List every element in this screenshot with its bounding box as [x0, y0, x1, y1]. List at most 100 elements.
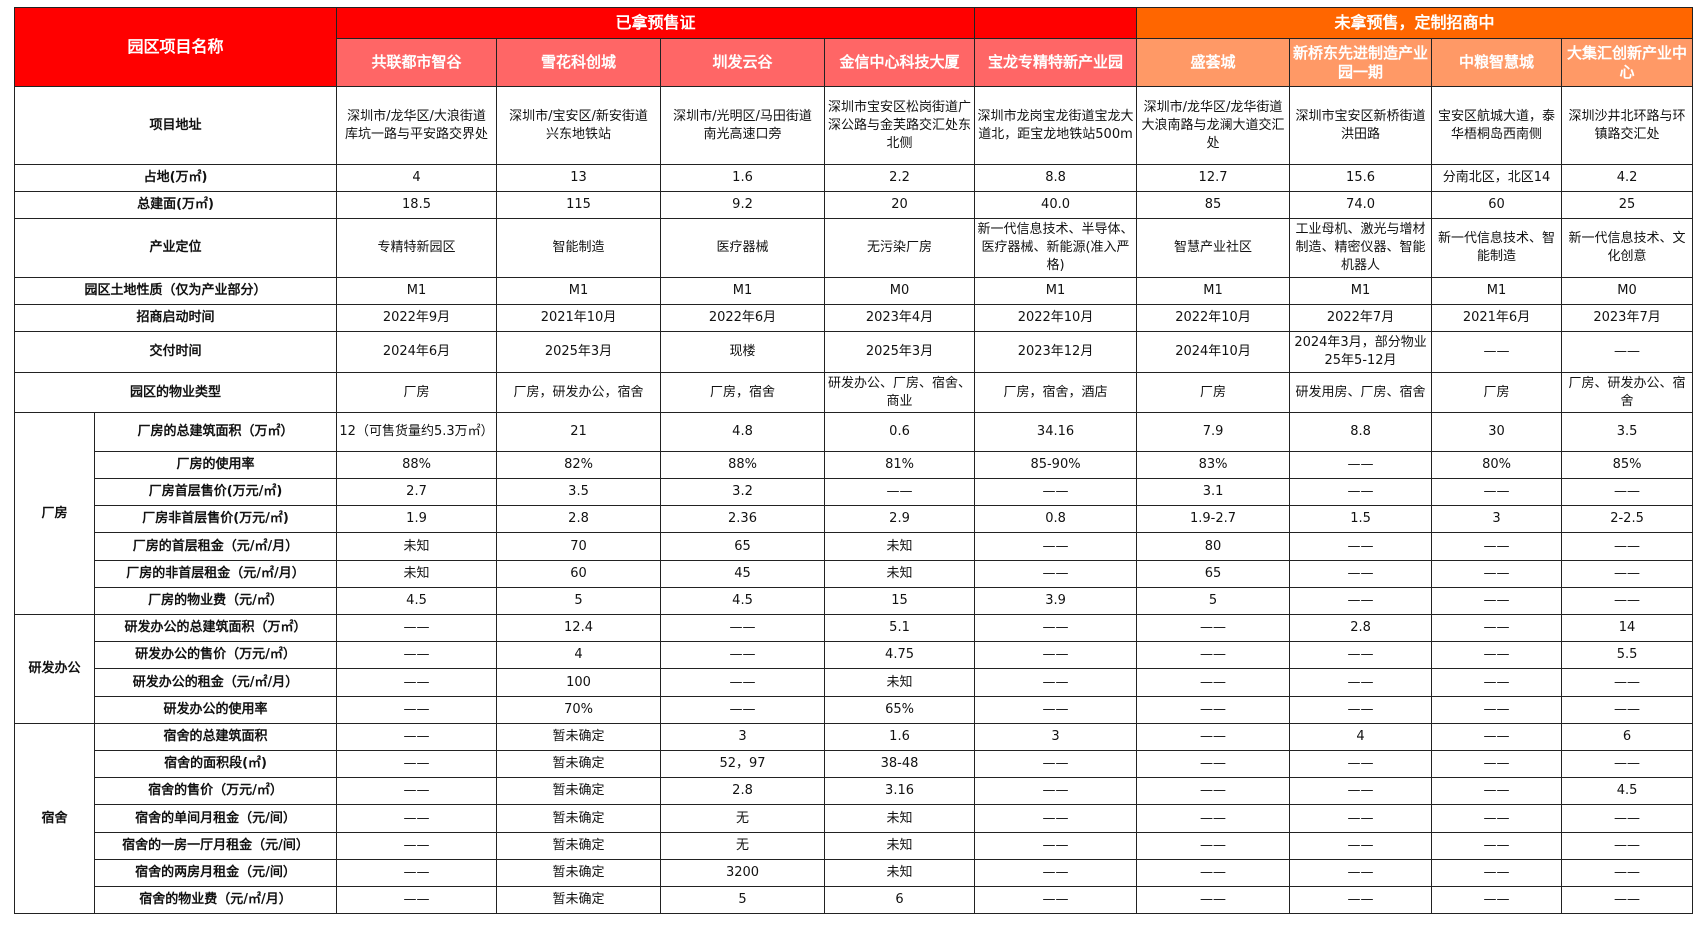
row-label: 招商启动时间 — [13, 304, 338, 332]
table-cell: 25 — [1561, 191, 1694, 219]
table-cell: 65 — [660, 532, 826, 561]
table-cell: 2.8 — [496, 505, 662, 533]
table-cell: 新一代信息技术、智能制造 — [1431, 218, 1563, 278]
corner-header: 园区项目名称 — [13, 7, 338, 87]
table-cell: 未知 — [824, 804, 976, 833]
table-cell: 9.2 — [660, 191, 826, 219]
table-cell: 20 — [824, 191, 976, 219]
table-cell: 3 — [1431, 505, 1563, 533]
table-cell: 14 — [1561, 614, 1694, 642]
table-cell: 3200 — [660, 859, 826, 887]
table-cell: —— — [1431, 886, 1563, 914]
table-cell: —— — [974, 668, 1138, 697]
row-label: 厂房的物业费（元/㎡） — [93, 587, 338, 615]
table-cell: —— — [1289, 560, 1433, 588]
table-row: 宿舍的物业费（元/㎡/月） —— 暂未确定 5 6 —— —— —— —— —— — [15, 886, 1694, 914]
table-cell: 2022年10月 — [1136, 304, 1291, 332]
table-cell: 未知 — [824, 560, 976, 588]
table-cell: —— — [1289, 478, 1433, 506]
table-cell: 15.6 — [1289, 164, 1433, 192]
table-cell: 宝安区航城大道，泰华梧桐岛西南侧 — [1431, 86, 1563, 165]
group-header-no-presale: 未拿预售，定制招商中 — [1136, 7, 1694, 39]
row-label: 占地(万㎡) — [13, 164, 338, 192]
table-cell: 2023年7月 — [1561, 304, 1694, 332]
table-cell: 未知 — [824, 832, 976, 860]
table-cell: 未知 — [336, 560, 498, 588]
row-label: 项目地址 — [13, 86, 338, 165]
table-cell: 88% — [336, 451, 498, 479]
table-cell: —— — [1289, 832, 1433, 860]
table-cell: —— — [1561, 886, 1694, 914]
table-cell: 2.9 — [824, 505, 976, 533]
table-cell: —— — [1136, 859, 1291, 887]
table-cell: 深圳市/龙华区/龙华街道 大浪南路与龙澜大道交汇处 — [1136, 86, 1291, 165]
row-label: 厂房的首层租金（元/㎡/月） — [93, 532, 338, 561]
table-cell: —— — [336, 777, 498, 805]
table-cell: 2022年7月 — [1289, 304, 1433, 332]
row-label: 总建面(万㎡) — [13, 191, 338, 219]
project-header: 圳发云谷 — [660, 38, 826, 87]
table-cell: 4 — [496, 641, 662, 669]
table-row: 厂房非首层售价(万元/㎡) 1.9 2.8 2.36 2.9 0.8 1.9-2.7 1.5 3… — [15, 505, 1694, 533]
table-cell: —— — [974, 641, 1138, 669]
table-row: 厂房的首层租金（元/㎡/月） 未知 70 65 未知 —— 80 —— —— —— — [15, 532, 1694, 561]
table-cell: —— — [1136, 696, 1291, 724]
table-cell: 深圳市/光明区/马田街道 南光高速口旁 — [660, 86, 826, 165]
table-cell: 4.2 — [1561, 164, 1694, 192]
table-cell: —— — [1289, 750, 1433, 778]
table-cell: —— — [1431, 560, 1563, 588]
table-cell: 3.9 — [974, 587, 1138, 615]
table-cell: 3.5 — [496, 478, 662, 506]
table-cell: —— — [1561, 696, 1694, 724]
table-cell: 研发办公、厂房、宿舍、商业 — [824, 372, 976, 413]
table-cell: 未知 — [824, 859, 976, 887]
table-row: 厂房的使用率 88% 82% 88% 81% 85-90% 83% —— 80% 85% — [15, 451, 1694, 479]
table-cell: 0.8 — [974, 505, 1138, 533]
table-cell: —— — [1289, 886, 1433, 914]
table-cell: 深圳沙井北环路与环镇路交汇处 — [1561, 86, 1694, 165]
table-cell: M0 — [1561, 277, 1694, 305]
table-row: 项目地址 深圳市/龙华区/大浪街道 库坑一路与平安路交界处 深圳市/宝安区/新安街道… — [13, 86, 1694, 165]
table-cell: —— — [1561, 587, 1694, 615]
table-cell: 1.9-2.7 — [1136, 505, 1291, 533]
table-cell: —— — [974, 696, 1138, 724]
table-cell: 无 — [660, 832, 826, 860]
table-cell: 8.8 — [1289, 412, 1433, 452]
table-cell: 厂房，宿舍，酒店 — [974, 372, 1138, 413]
table-cell: —— — [1289, 804, 1433, 833]
table-cell: 1.6 — [824, 723, 976, 751]
table-cell: —— — [1561, 832, 1694, 860]
table-row: 占地(万㎡) 4 13 1.6 2.2 8.8 12.7 15.6 分南北区，北区14 4.2 — [13, 164, 1694, 192]
table-cell: —— — [1561, 750, 1694, 778]
table-row: 研发办公的使用率 —— 70% —— 65% —— —— —— —— —— — [15, 696, 1694, 724]
table-cell: 81% — [824, 451, 976, 479]
table-cell: —— — [974, 804, 1138, 833]
table-cell: —— — [974, 478, 1138, 506]
table-cell: —— — [974, 886, 1138, 914]
table-cell: 新一代信息技术、文化创意 — [1561, 218, 1694, 278]
table-cell: —— — [1561, 478, 1694, 506]
table-cell: 2.8 — [660, 777, 826, 805]
project-header: 中粮智慧城 — [1431, 38, 1563, 87]
table-cell: 2.8 — [1289, 614, 1433, 642]
table-cell: M1 — [660, 277, 826, 305]
table-row: 厂房首层售价(万元/㎡) 2.7 3.5 3.2 —— —— 3.1 —— —— —— — [15, 478, 1694, 506]
table-cell: 厂房 — [336, 372, 498, 413]
table-cell: —— — [1289, 696, 1433, 724]
table-cell: —— — [1561, 804, 1694, 833]
table-cell: 4.75 — [824, 641, 976, 669]
table-cell: 74.0 — [1289, 191, 1433, 219]
table-cell: —— — [660, 696, 826, 724]
table-cell: —— — [336, 750, 498, 778]
table-cell: 1.6 — [660, 164, 826, 192]
table-cell: M1 — [1289, 277, 1433, 305]
table-cell: 2024年6月 — [336, 331, 498, 373]
table-row: 宿舍 宿舍的总建筑面积 —— 暂未确定 3 1.6 3 —— 4 —— 6 — [14, 723, 1694, 914]
row-label: 厂房首层售价(万元/㎡) — [93, 478, 338, 506]
table-cell: 65% — [824, 696, 976, 724]
table-cell: —— — [336, 641, 498, 669]
table-cell: 暂未确定 — [496, 723, 662, 751]
table-cell: 4 — [336, 164, 498, 192]
table-cell: —— — [974, 777, 1138, 805]
table-cell: —— — [1561, 668, 1694, 697]
